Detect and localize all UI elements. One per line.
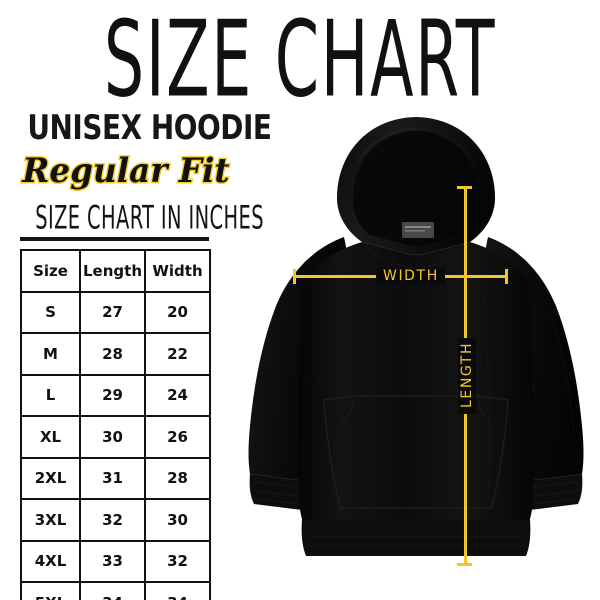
cell-width: 26: [144, 415, 211, 459]
cell-width: 32: [144, 539, 211, 583]
cell-length: 30: [79, 415, 146, 459]
table-row: M 28 22: [20, 332, 211, 376]
cell-width: 34: [144, 581, 211, 600]
fit-heading: Regular Fit: [21, 150, 231, 193]
cell-width: 24: [144, 373, 211, 417]
cell-width: 28: [144, 456, 211, 500]
table-row: S 27 20: [20, 290, 211, 334]
column-header-size: Size: [20, 249, 81, 293]
cell-length: 33: [79, 539, 146, 583]
cell-size: S: [20, 290, 81, 334]
cell-size: XL: [20, 415, 81, 459]
neck-label-icon: [402, 222, 434, 238]
cell-length: 34: [79, 581, 146, 600]
table-row: L 29 24: [20, 373, 211, 417]
kangaroo-pocket: [323, 395, 509, 509]
table-row: 4XL 33 32: [20, 539, 211, 583]
hem-ribbing: [301, 520, 531, 556]
table-row: 5XL 34 34: [20, 581, 211, 600]
cell-size: 4XL: [20, 539, 81, 583]
cell-size: M: [20, 332, 81, 376]
table-header-row: Size Length Width: [20, 249, 211, 293]
heading-divider: [20, 237, 209, 241]
cell-length: 29: [79, 373, 146, 417]
cell-length: 32: [79, 498, 146, 542]
cell-size: 2XL: [20, 456, 81, 500]
column-header-length: Length: [79, 249, 146, 293]
cell-size: 3XL: [20, 498, 81, 542]
table-row: XL 30 26: [20, 415, 211, 459]
cell-length: 28: [79, 332, 146, 376]
size-table: Size Length Width S 27 20 M 28 22 L 29 2…: [20, 249, 211, 600]
table-heading: SIZE CHART IN INCHES: [35, 200, 264, 237]
hoodie-illustration: [232, 96, 600, 600]
cell-length: 31: [79, 456, 146, 500]
hood: [336, 117, 496, 267]
page-title: SIZE CHART: [103, 0, 497, 122]
column-header-width: Width: [144, 249, 211, 293]
cell-size: 5XL: [20, 581, 81, 600]
cell-width: 30: [144, 498, 211, 542]
cell-length: 27: [79, 290, 146, 334]
product-heading: UNISEX HOODIE: [27, 108, 272, 149]
cell-width: 20: [144, 290, 211, 334]
table-row: 3XL 32 30: [20, 498, 211, 542]
table-row: 2XL 31 28: [20, 456, 211, 500]
cell-width: 22: [144, 332, 211, 376]
cell-size: L: [20, 373, 81, 417]
hoodie-body: [298, 242, 534, 556]
